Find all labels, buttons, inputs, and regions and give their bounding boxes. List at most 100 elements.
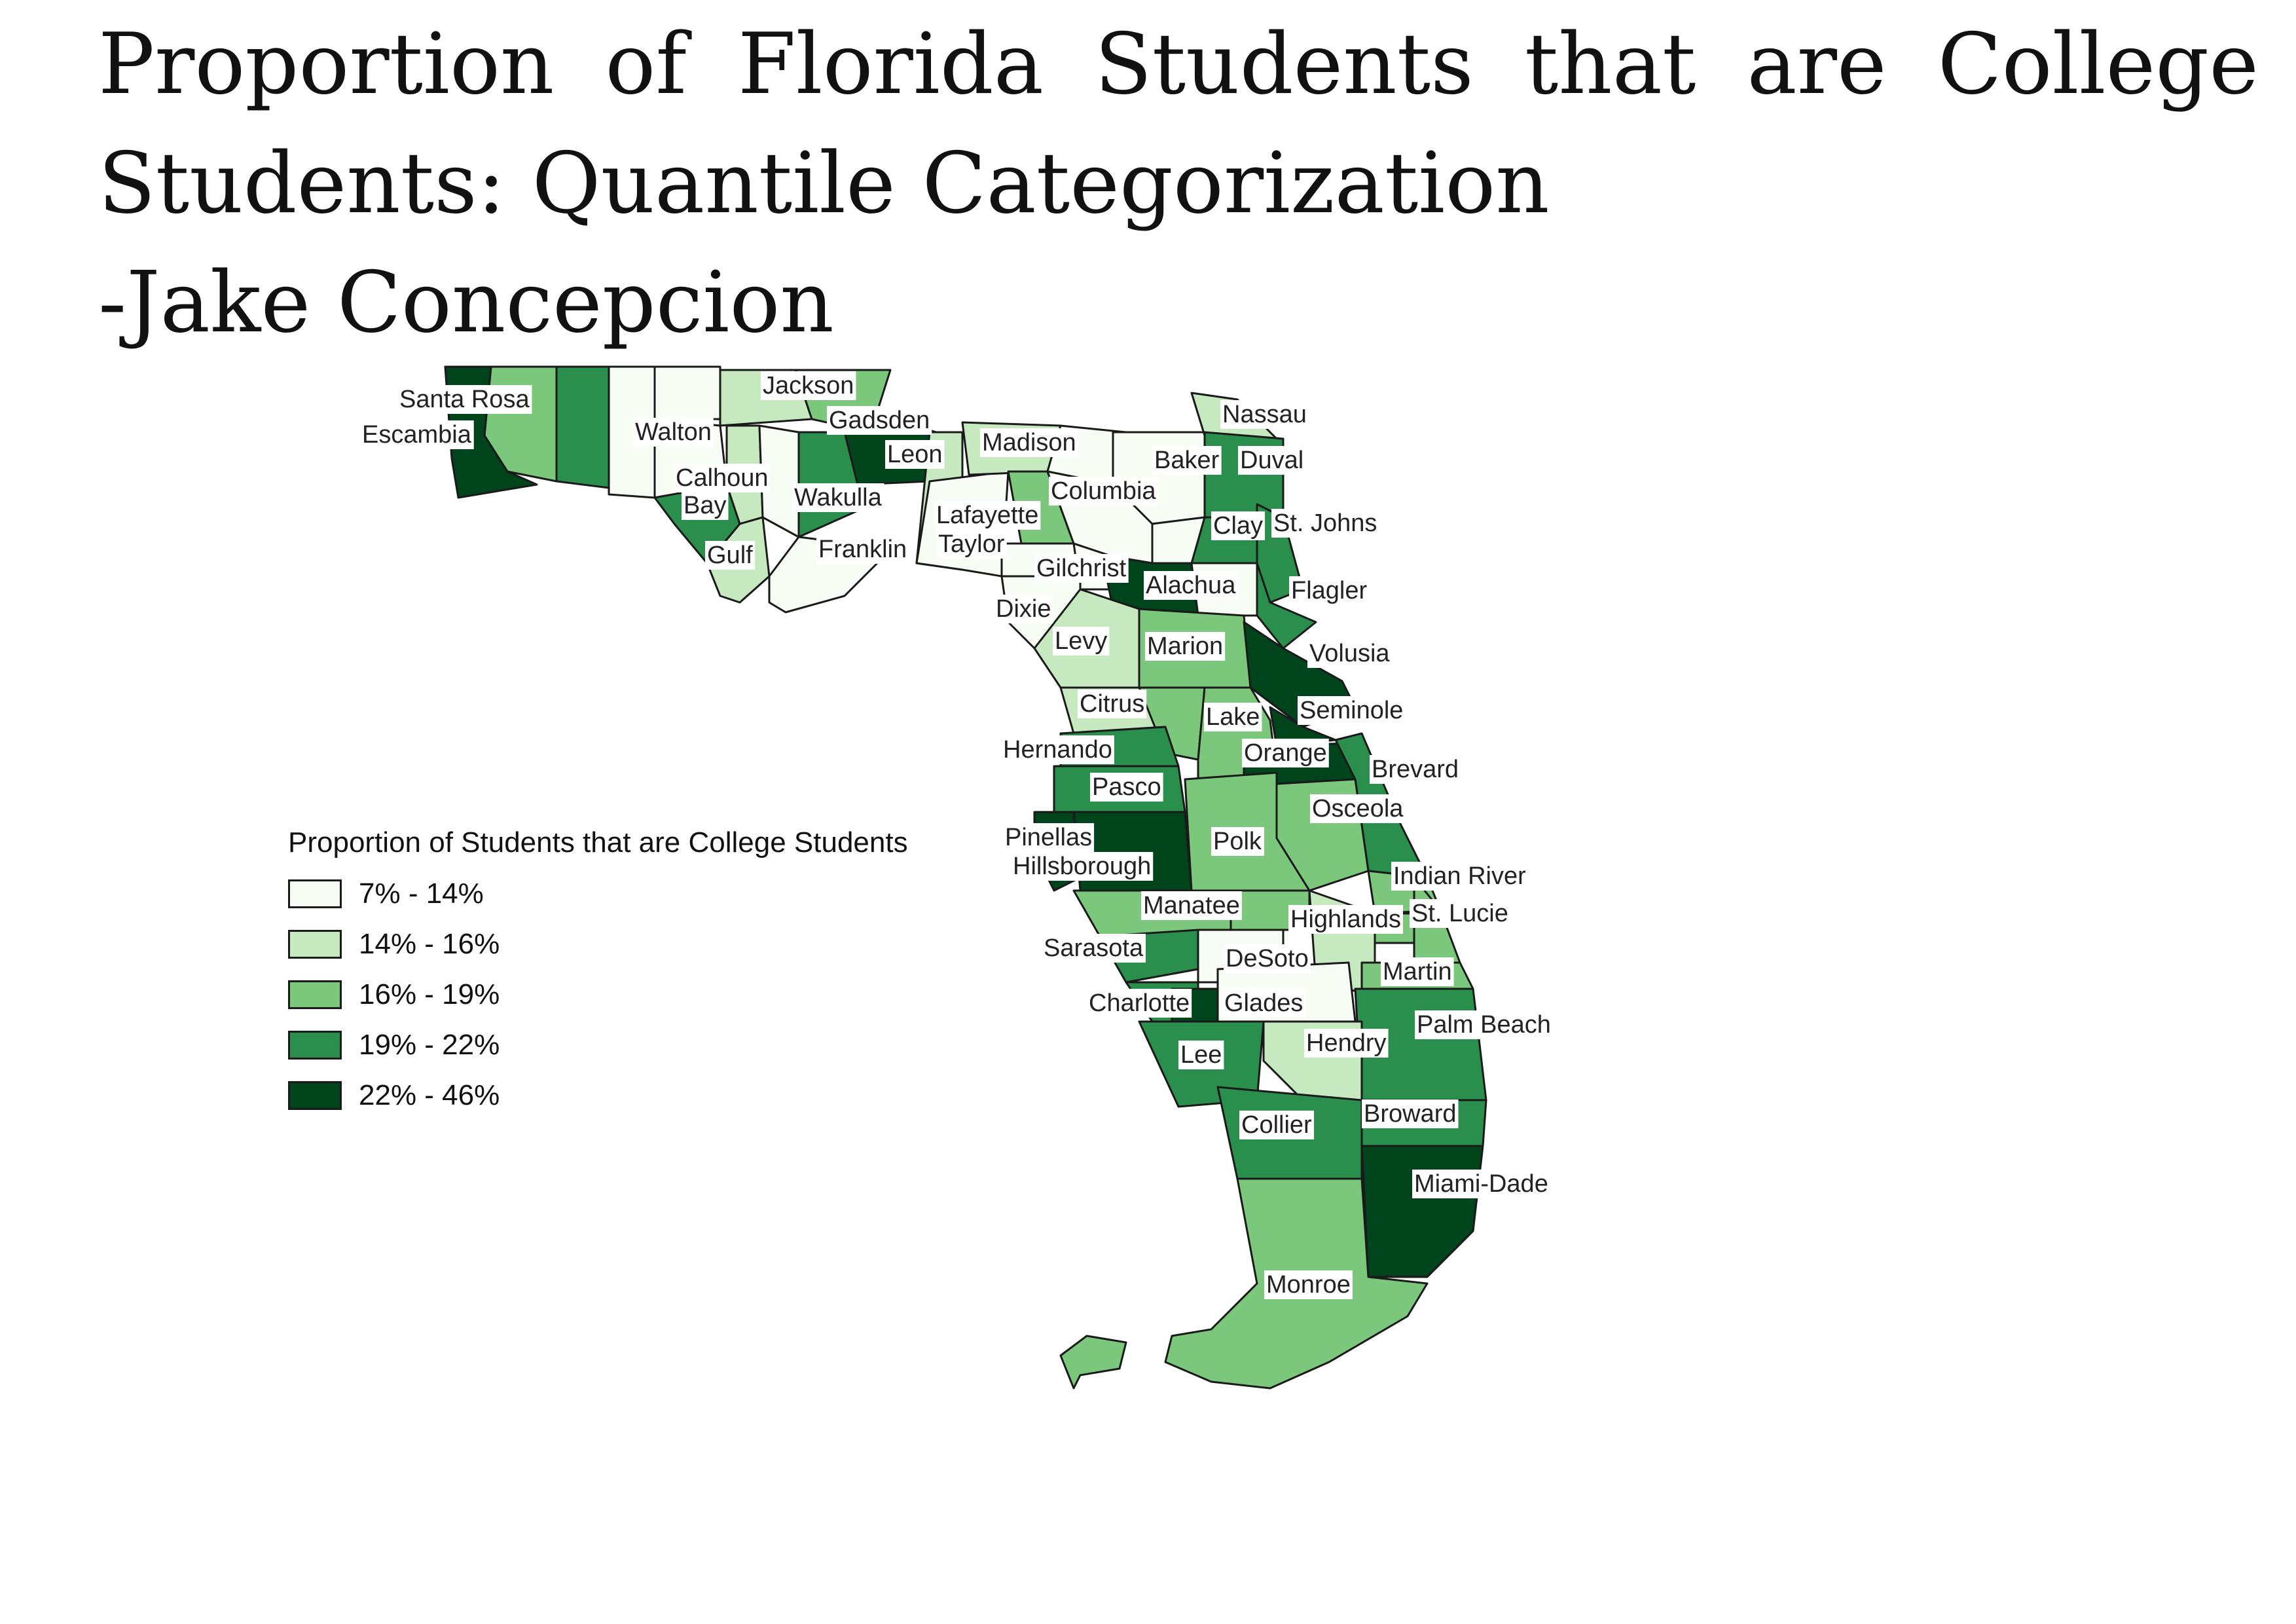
label-alachua: Alachua xyxy=(1146,572,1236,599)
label-background xyxy=(1211,511,1266,540)
label-hernando: Hernando xyxy=(1003,736,1112,764)
label-lafayette: Lafayette xyxy=(936,502,1038,529)
label-wakulla: Wakulla xyxy=(794,484,883,511)
label-dixie: Dixie xyxy=(996,595,1051,623)
label-background xyxy=(1087,989,1192,1018)
legend-title: Proportion of Students that are College … xyxy=(288,826,908,858)
label-lake: Lake xyxy=(1206,703,1260,731)
label-background xyxy=(1370,755,1461,784)
county-holmes-shape xyxy=(653,365,721,420)
county-okaloosa-shape xyxy=(555,365,610,489)
label-background xyxy=(1289,576,1370,605)
county-monroe-island-shape xyxy=(1059,1335,1127,1390)
county-miami-dade-shape xyxy=(1360,1145,1484,1278)
title-word: are xyxy=(1747,16,1887,113)
label-background xyxy=(1310,794,1406,823)
legend-item: 7% - 14% xyxy=(288,868,908,919)
label-background xyxy=(1239,1111,1315,1139)
label-hillsborough: Hillsborough xyxy=(1013,853,1151,880)
label-st-lucie: St. Lucie xyxy=(1412,900,1508,927)
label-seminole: Seminole xyxy=(1300,697,1403,724)
label-background xyxy=(1204,703,1262,731)
legend-item: 19% - 22% xyxy=(288,1020,908,1070)
label-pinellas: Pinellas xyxy=(1005,824,1092,851)
label-leon: Leon xyxy=(887,441,943,468)
title-line-2: Students: Quantile Categorization xyxy=(98,135,1550,232)
label-broward: Broward xyxy=(1364,1100,1457,1128)
label-background xyxy=(1298,696,1406,725)
label-nassau: Nassau xyxy=(1222,401,1307,428)
legend-swatch xyxy=(288,1030,342,1060)
label-manatee: Manatee xyxy=(1143,892,1240,919)
legend-label: 19% - 22% xyxy=(359,1028,500,1061)
label-background xyxy=(1224,944,1311,973)
label-marion: Marion xyxy=(1147,633,1223,660)
label-jackson: Jackson xyxy=(763,372,854,399)
label-background xyxy=(816,535,909,564)
label-baker: Baker xyxy=(1154,447,1220,474)
label-background xyxy=(936,530,1007,559)
label-st-johns: St. Johns xyxy=(1273,509,1377,537)
label-background xyxy=(1078,690,1147,718)
label-desoto: DeSoto xyxy=(1226,945,1309,972)
map-legend: Proportion of Students that are College … xyxy=(288,826,908,1120)
label-background xyxy=(1090,773,1163,802)
label-background xyxy=(1410,899,1510,928)
label-background xyxy=(1391,862,1529,891)
label-martin: Martin xyxy=(1383,958,1452,986)
legend-item: 16% - 19% xyxy=(288,969,908,1020)
label-background xyxy=(397,385,532,414)
label-flagler: Flagler xyxy=(1291,577,1367,604)
map-author: -Jake Concepcion xyxy=(98,254,834,352)
label-citrus: Citrus xyxy=(1080,690,1144,718)
label-background xyxy=(1141,891,1242,920)
legend-swatch xyxy=(288,929,342,959)
label-polk: Polk xyxy=(1213,828,1262,855)
label-background xyxy=(633,418,714,447)
label-santa-rosa: Santa Rosa xyxy=(399,386,530,413)
label-background xyxy=(1003,823,1095,852)
label-background xyxy=(1222,989,1305,1018)
title-word: Students xyxy=(1095,16,1474,113)
label-background xyxy=(1242,739,1329,767)
label-madison: Madison xyxy=(982,429,1076,456)
label-palm-beach: Palm Beach xyxy=(1417,1011,1551,1039)
label-background xyxy=(1211,827,1264,856)
label-taylor: Taylor xyxy=(938,530,1005,558)
label-bay: Bay xyxy=(683,492,726,519)
label-osceola: Osceola xyxy=(1312,795,1404,822)
label-charlotte: Charlotte xyxy=(1089,989,1190,1017)
label-background xyxy=(980,428,1078,457)
label-clay: Clay xyxy=(1213,512,1263,540)
legend-label: 14% - 16% xyxy=(359,927,500,960)
legend-swatch xyxy=(288,980,342,1009)
label-background xyxy=(934,501,1041,530)
label-background xyxy=(1034,554,1129,583)
label-background xyxy=(1220,400,1309,429)
title-word: that xyxy=(1524,16,1696,113)
label-background xyxy=(1362,1099,1459,1128)
legend-swatch xyxy=(288,1080,342,1110)
label-highlands: Highlands xyxy=(1290,906,1401,933)
label-duval: Duval xyxy=(1240,447,1303,474)
legend-item: 22% - 46% xyxy=(288,1070,908,1120)
label-pasco: Pasco xyxy=(1092,773,1161,801)
label-franklin: Franklin xyxy=(818,536,907,563)
label-gulf: Gulf xyxy=(707,542,753,569)
label-background xyxy=(1152,446,1222,475)
title-line-1: Proportion of Florida Students that are … xyxy=(98,5,2259,124)
label-background xyxy=(360,420,474,449)
county-flagler-shape xyxy=(1256,562,1317,650)
label-background xyxy=(994,595,1053,623)
label-hendry: Hendry xyxy=(1306,1029,1387,1057)
label-walton: Walton xyxy=(635,418,712,446)
label-background xyxy=(1178,1041,1224,1069)
label-indian-river: Indian River xyxy=(1393,862,1526,890)
label-calhoun: Calhoun xyxy=(676,464,769,492)
label-background xyxy=(1145,632,1226,661)
label-background xyxy=(1001,735,1114,764)
county-labels: Santa Rosa Escambia Walton Jackson Gadsd… xyxy=(360,371,1553,1299)
label-glades: Glades xyxy=(1224,989,1303,1017)
label-background xyxy=(1412,1170,1550,1198)
